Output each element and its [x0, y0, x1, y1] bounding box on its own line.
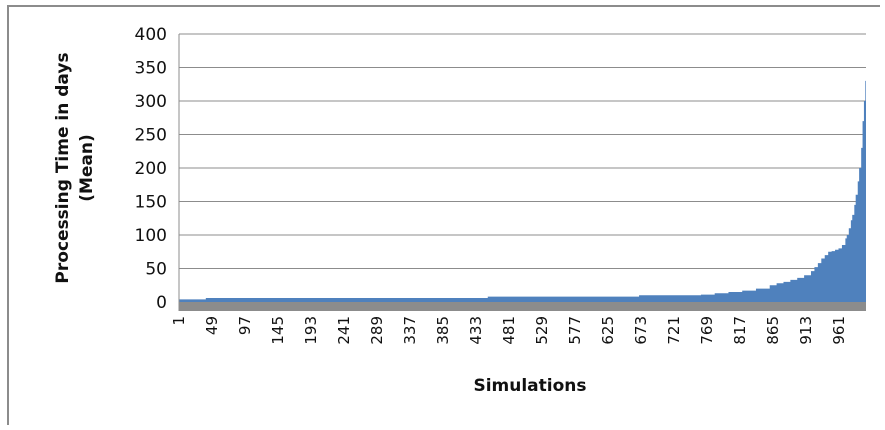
- series-layer: [179, 74, 866, 302]
- x-tick-label: 817: [731, 316, 749, 345]
- y-tick-label: 400: [135, 25, 167, 45]
- y-tick-label: 300: [135, 92, 167, 112]
- y-tick-label: 150: [135, 193, 167, 213]
- y-axis-title-line1: Processing Time in days: [53, 52, 73, 283]
- x-tick-label: 145: [269, 316, 287, 345]
- chart-frame: [7, 5, 880, 425]
- x-tick-label: 289: [368, 316, 386, 345]
- y-tick-label: 200: [135, 159, 167, 179]
- x-tick-label: 193: [302, 316, 320, 345]
- x-tick-label: 577: [566, 316, 584, 345]
- x-tick-label: 721: [665, 316, 683, 345]
- x-tick-label: 385: [434, 316, 452, 345]
- x-tick-label: 97: [236, 316, 254, 335]
- x-tick-label: 49: [203, 316, 221, 335]
- y-tick-label: 50: [145, 260, 167, 280]
- x-tick-label: 481: [500, 316, 518, 345]
- x-tick-label: 913: [797, 316, 815, 345]
- y-tick-label: 350: [135, 59, 167, 79]
- gridlines: [179, 33, 866, 269]
- y-tick-label: 250: [135, 126, 167, 146]
- x-tick-label: 337: [401, 316, 419, 345]
- x-axis-title: Simulations: [473, 376, 586, 396]
- y-axis-title-line2: (Mean): [77, 134, 97, 202]
- x-tick-label: 865: [764, 316, 782, 345]
- x-tick-label: 1: [170, 316, 188, 326]
- x-tick-label: 769: [698, 316, 716, 345]
- y-tick-label: 0: [156, 293, 167, 313]
- x-tick-label: 961: [830, 316, 848, 345]
- x-tick-label: 241: [335, 316, 353, 345]
- x-tick-label: 673: [632, 316, 650, 345]
- series-area: [179, 74, 866, 302]
- x-tick-label: 433: [467, 316, 485, 345]
- x-tick-label: 529: [533, 316, 551, 345]
- x-tick-label: 625: [599, 316, 617, 345]
- x-tick-labels: 1 49 97 145 193 241 289 337 385 433 481 529 577 625 67…: [170, 316, 848, 345]
- y-tick-labels: 400 350 300 250 200 150 100 50 0: [135, 25, 167, 313]
- y-tick-label: 100: [135, 226, 167, 246]
- chart-floor: [179, 302, 866, 311]
